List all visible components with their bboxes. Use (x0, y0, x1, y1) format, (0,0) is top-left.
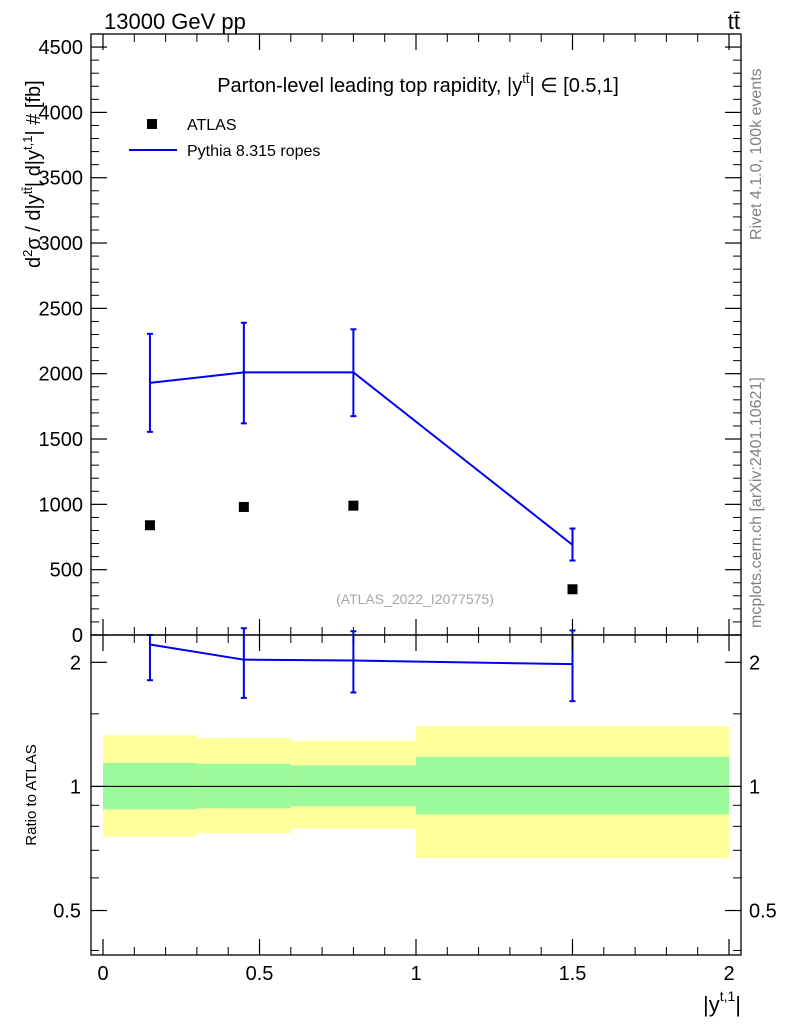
process-label: tt̄ (728, 9, 740, 34)
main-y-axis-label: d2σ / d|ytt̄| d|yt,1| # [fb] (20, 80, 45, 268)
legend-atlas-label: ATLAS (187, 117, 237, 134)
legend-atlas-marker (147, 119, 157, 129)
x-tick-label: 0.5 (246, 963, 274, 985)
x-tick-label: 1 (410, 963, 421, 985)
main-y-tick-label: 2000 (39, 364, 84, 386)
x-tick-label: 2 (723, 963, 734, 985)
ratio-y-tick-label-left: 1 (70, 776, 81, 798)
x-axis-label: |yt,1| (703, 988, 741, 1017)
ratio-uncertainty-bands (91, 726, 741, 859)
mcplots-label: mcplots.cern.ch [arXiv:2401.10621] (748, 377, 765, 628)
main-y-tick-label: 3500 (39, 168, 84, 190)
ratio-y-axis-label: Ratio to ATLAS (23, 744, 40, 845)
ratio-series-line (149, 643, 573, 666)
main-y-tick-label: 4500 (39, 37, 84, 59)
main-y-tick-label: 3000 (39, 233, 84, 255)
pythia-series-line (149, 371, 574, 546)
ratio-y-tick-label-left: 0.5 (53, 901, 81, 923)
atlas-data-point (348, 500, 359, 511)
main-y-tick-label: 500 (50, 560, 83, 582)
main-y-tick-label: 1000 (39, 494, 84, 516)
analysis-watermark: (ATLAS_2022_I2077575) (336, 591, 494, 607)
main-y-tick-label: 4000 (39, 102, 84, 124)
atlas-data-point (238, 501, 249, 512)
main-y-tick-label: 2500 (39, 298, 84, 320)
legend: ATLAS Pythia 8.315 ropes (129, 117, 320, 160)
ratio-plot-marks (146, 627, 576, 703)
x-tick-label: 1.5 (559, 963, 587, 985)
ratio-axes: 0 0.5 1 1.5 2 0.5 0.5 1 1 2 2 (53, 635, 777, 985)
rivet-version-label: Rivet 4.1.0, 100k events (748, 68, 765, 240)
main-plot-marks (144, 321, 578, 595)
legend-pythia-label: Pythia 8.315 ropes (187, 143, 320, 160)
ratio-inner-band (416, 756, 729, 815)
atlas-data-point (567, 584, 578, 595)
ratio-inner-band (290, 765, 416, 807)
ratio-y-tick-label-right: 0.5 (749, 901, 777, 923)
energy-label: 13000 GeV pp (104, 9, 246, 34)
main-y-axis: 0 500 1000 1500 2000 2500 3000 3500 4000 4500 (39, 34, 741, 647)
atlas-data-point (144, 520, 155, 531)
ratio-y-tick-label-right: 1 (749, 776, 760, 798)
plot-title: Parton-level leading top rapidity, |ytt̄… (217, 71, 619, 97)
ratio-y-tick-label-left: 2 (70, 652, 81, 674)
x-tick-label: 0 (97, 963, 108, 985)
main-y-tick-label: 1500 (39, 429, 84, 451)
main-y-tick-label: 0 (72, 625, 83, 647)
ratio-y-tick-label-right: 2 (749, 652, 760, 674)
